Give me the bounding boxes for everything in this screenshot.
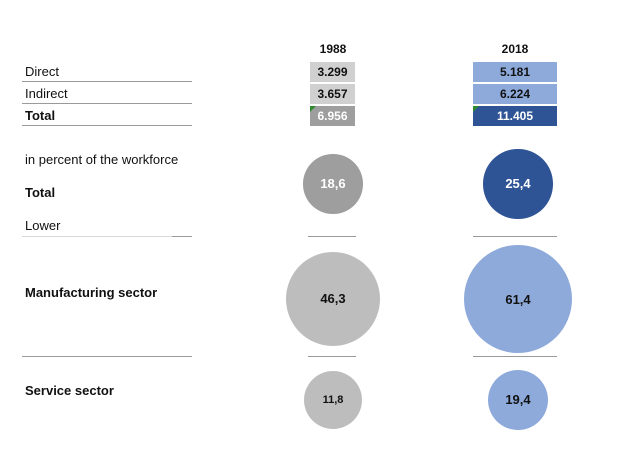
row-label-indirect: Indirect <box>25 86 68 101</box>
bubble-service-1988: 11,8 <box>304 371 362 429</box>
row-rule-direct <box>22 81 192 82</box>
separator-1988-upper <box>308 236 356 237</box>
separator-2018-upper <box>473 236 557 237</box>
separator-1988-lower <box>308 356 356 357</box>
separator-lower-short <box>172 236 192 237</box>
bubble-total-1988: 18,6 <box>303 154 363 214</box>
cell-marker-icon <box>473 106 479 112</box>
group-label-total: Total <box>25 185 56 200</box>
cell-2018-indirect: 6.224 <box>473 84 557 104</box>
bubble-service-2018: 19,4 <box>487 369 549 431</box>
note-lower: Lower <box>25 218 61 233</box>
year-header-1988: 1988 <box>319 42 347 56</box>
separator-manufacturing <box>22 356 192 357</box>
row-label-direct: Direct <box>25 64 59 79</box>
cell-1988-indirect: 3.657 <box>310 84 355 104</box>
separator-lower <box>22 236 172 237</box>
cell-1988-total: 6.956 <box>310 106 355 126</box>
row-rule-indirect <box>22 103 192 104</box>
year-header-2018: 2018 <box>501 42 529 56</box>
cell-2018-direct: 5.181 <box>473 62 557 82</box>
bubble-manufacturing-2018: 61,4 <box>464 245 572 353</box>
percent-section-label: in percent of the workforce <box>25 152 179 167</box>
bubble-manufacturing-1988: 46,3 <box>286 252 380 346</box>
row-label-total: Total <box>25 108 56 123</box>
cell-1988-direct: 3.299 <box>310 62 355 82</box>
cell-marker-icon <box>310 106 316 112</box>
row-rule-total <box>22 125 192 126</box>
bubble-total-2018: 25,4 <box>483 149 553 219</box>
separator-2018-lower <box>473 356 557 357</box>
group-label-manufacturing: Manufacturing sector <box>25 285 158 300</box>
cell-2018-total: 11.405 <box>473 106 557 126</box>
group-label-service: Service sector <box>25 383 114 398</box>
